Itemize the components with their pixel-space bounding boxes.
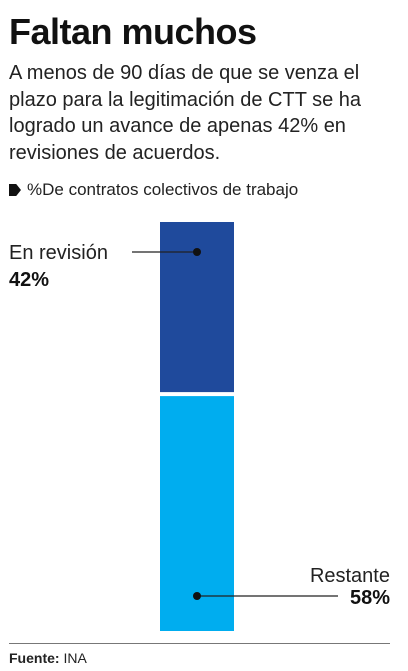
source-note: Fuente: INA [9,648,87,668]
source-value: INA [63,650,87,666]
leader-dot-restante [193,592,201,600]
leader-dot-en-revision [193,248,201,256]
chart-section-label-text: %De contratos colectivos de trabajo [27,180,299,199]
bar-segment-en-revision [160,222,234,393]
source-label: Fuente: [9,650,60,666]
footer-divider [9,643,390,644]
series-name-restante: Restante [310,565,390,587]
bar-segment-restante [160,396,234,631]
chart-section-label: %De contratos colectivos de trabajo [9,178,404,202]
data-label-restante: 58% [350,587,390,609]
section-marker-icon [9,184,21,196]
series-name-en-revision: En revisión [9,242,108,264]
chart-title: Faltan muchos [9,11,257,52]
data-label-en-revision: 42% [9,269,49,291]
chart-subtitle: A menos de 90 días de que se venza el pl… [9,62,362,164]
